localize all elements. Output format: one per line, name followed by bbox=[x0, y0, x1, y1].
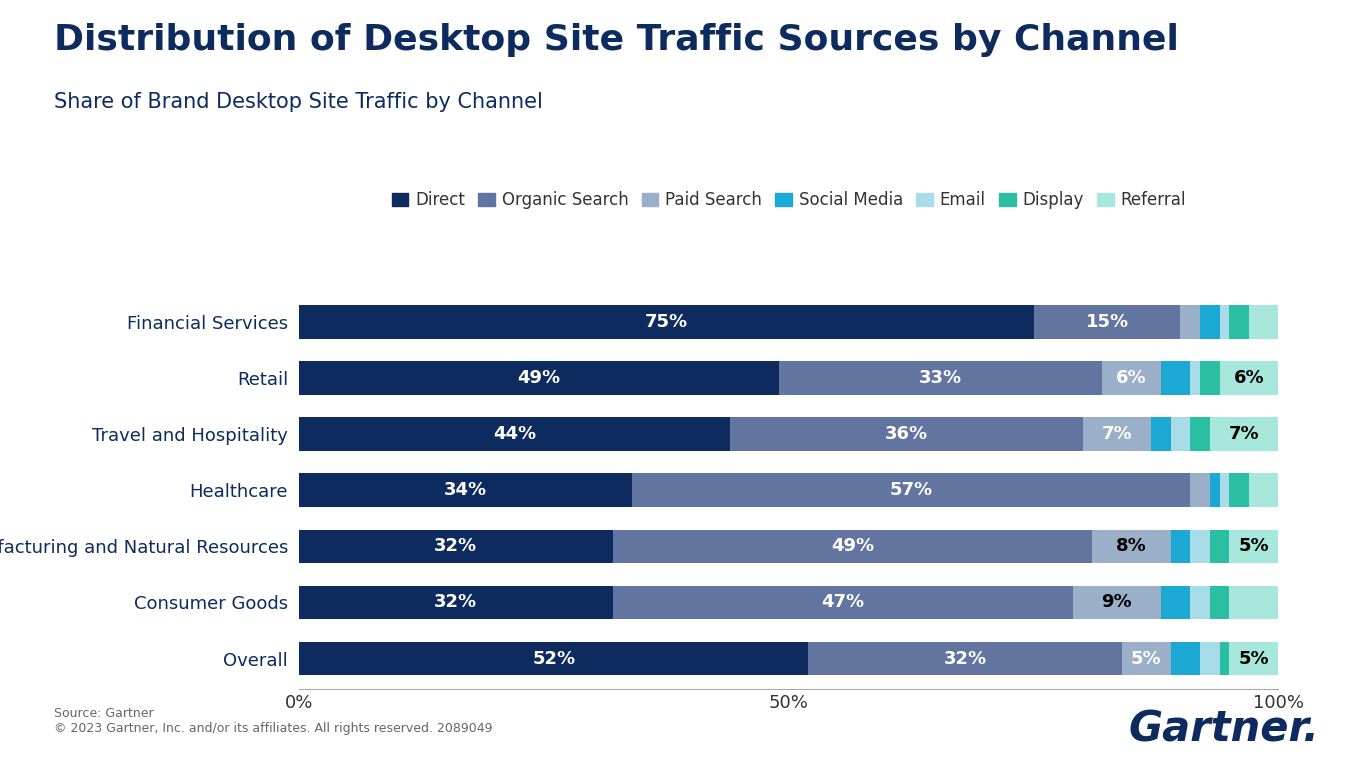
Bar bbox=[1102, 362, 1161, 394]
Text: 32%: 32% bbox=[434, 594, 477, 611]
Bar bbox=[1229, 473, 1248, 507]
Text: 34%: 34% bbox=[445, 481, 487, 499]
Bar bbox=[1229, 586, 1278, 619]
Text: Distribution of Desktop Site Traffic Sources by Channel: Distribution of Desktop Site Traffic Sou… bbox=[54, 23, 1179, 57]
Bar bbox=[1220, 642, 1229, 676]
Bar bbox=[299, 642, 808, 676]
Text: 7%: 7% bbox=[1229, 425, 1259, 444]
Bar bbox=[1190, 417, 1210, 451]
Bar bbox=[1122, 642, 1171, 676]
Bar bbox=[1229, 529, 1278, 563]
Bar bbox=[1034, 305, 1180, 339]
Text: 6%: 6% bbox=[1234, 369, 1265, 387]
Bar bbox=[1220, 473, 1229, 507]
Text: Source: Gartner
© 2023 Gartner, Inc. and/or its affiliates. All rights reserved.: Source: Gartner © 2023 Gartner, Inc. and… bbox=[54, 707, 492, 735]
Bar bbox=[1210, 586, 1229, 619]
Text: 5%: 5% bbox=[1132, 650, 1161, 667]
Text: 44%: 44% bbox=[494, 425, 536, 444]
Bar bbox=[1190, 586, 1210, 619]
Bar bbox=[1220, 305, 1229, 339]
Bar bbox=[1083, 417, 1151, 451]
Text: 6%: 6% bbox=[1117, 369, 1146, 387]
Text: 52%: 52% bbox=[532, 650, 575, 667]
Text: 57%: 57% bbox=[889, 481, 933, 499]
Bar bbox=[299, 417, 730, 451]
Text: 36%: 36% bbox=[885, 425, 928, 444]
Legend: Direct, Organic Search, Paid Search, Social Media, Email, Display, Referral: Direct, Organic Search, Paid Search, Soc… bbox=[385, 185, 1193, 216]
Bar bbox=[299, 529, 612, 563]
Bar bbox=[1200, 362, 1220, 394]
Bar bbox=[299, 362, 779, 394]
Bar bbox=[1151, 417, 1171, 451]
Bar bbox=[1210, 473, 1220, 507]
Bar bbox=[1200, 305, 1220, 339]
Bar bbox=[1171, 417, 1190, 451]
Text: 33%: 33% bbox=[919, 369, 962, 387]
Bar bbox=[1073, 586, 1161, 619]
Text: 32%: 32% bbox=[944, 650, 986, 667]
Bar bbox=[1248, 473, 1278, 507]
Text: Gartner.: Gartner. bbox=[1129, 709, 1319, 751]
Bar bbox=[1190, 362, 1200, 394]
Bar bbox=[299, 586, 612, 619]
Text: 5%: 5% bbox=[1239, 650, 1269, 667]
Bar bbox=[1190, 473, 1210, 507]
Bar bbox=[612, 529, 1092, 563]
Bar bbox=[1248, 305, 1278, 339]
Bar bbox=[1180, 305, 1200, 339]
Bar bbox=[1171, 529, 1190, 563]
Text: 9%: 9% bbox=[1102, 594, 1132, 611]
Bar bbox=[612, 586, 1073, 619]
Text: 75%: 75% bbox=[645, 313, 688, 331]
Text: Share of Brand Desktop Site Traffic by Channel: Share of Brand Desktop Site Traffic by C… bbox=[54, 92, 543, 112]
Bar bbox=[1171, 642, 1200, 676]
Text: 49%: 49% bbox=[518, 369, 560, 387]
Bar bbox=[1092, 529, 1171, 563]
Bar bbox=[1161, 586, 1190, 619]
Bar bbox=[808, 642, 1122, 676]
Text: 47%: 47% bbox=[821, 594, 864, 611]
Bar bbox=[1210, 417, 1278, 451]
Bar bbox=[299, 473, 632, 507]
Text: 32%: 32% bbox=[434, 537, 477, 555]
Bar bbox=[1210, 529, 1229, 563]
Bar bbox=[1229, 305, 1248, 339]
Text: 5%: 5% bbox=[1239, 537, 1269, 555]
Bar bbox=[1229, 642, 1278, 676]
Bar bbox=[1190, 529, 1210, 563]
Text: 7%: 7% bbox=[1102, 425, 1132, 444]
Bar bbox=[299, 305, 1034, 339]
Bar bbox=[632, 473, 1190, 507]
Bar bbox=[1200, 642, 1220, 676]
Bar bbox=[730, 417, 1083, 451]
Text: 8%: 8% bbox=[1117, 537, 1146, 555]
Bar bbox=[1220, 362, 1278, 394]
Text: 15%: 15% bbox=[1085, 313, 1129, 331]
Text: 49%: 49% bbox=[831, 537, 874, 555]
Bar bbox=[779, 362, 1102, 394]
Bar bbox=[1161, 362, 1190, 394]
